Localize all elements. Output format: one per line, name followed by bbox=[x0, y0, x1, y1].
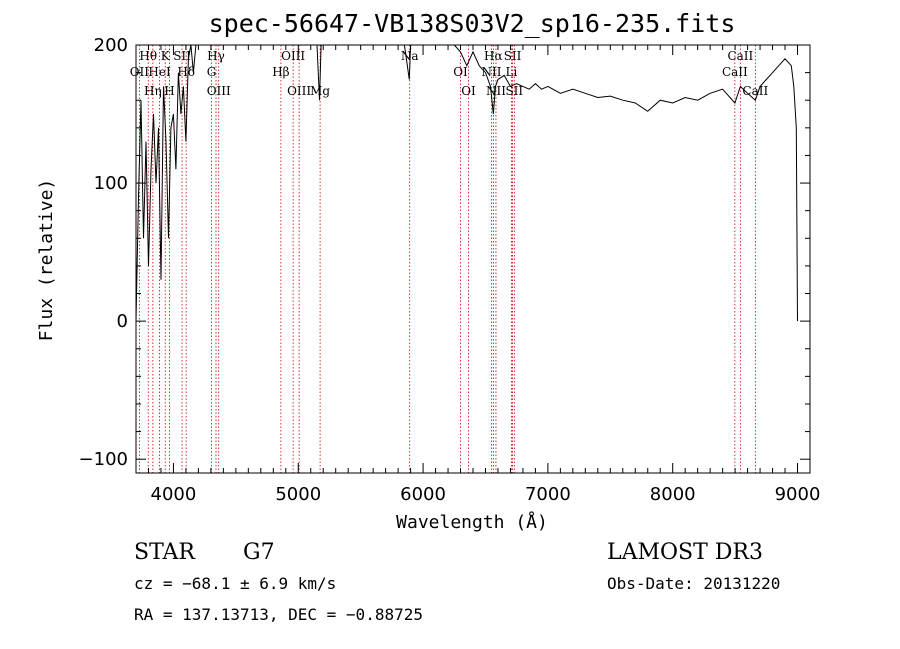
x-tick-label: 6000 bbox=[400, 484, 446, 505]
object-class: STAR bbox=[134, 540, 196, 565]
spectral-line-label: CaII bbox=[722, 65, 748, 79]
x-tick-label: 4000 bbox=[151, 484, 197, 505]
spectral-line-label: OIII bbox=[287, 84, 311, 98]
plot-frame bbox=[135, 44, 811, 474]
spectral-line-label: OII bbox=[130, 65, 150, 79]
spectral-line-label: Hη bbox=[144, 84, 162, 98]
axis-ticks bbox=[136, 44, 810, 473]
chart-title: spec-56647-VB138S03V2_sp16-235.fits bbox=[209, 9, 736, 38]
y-tick-label: 100 bbox=[94, 173, 128, 194]
survey-name: LAMOST DR3 bbox=[607, 540, 763, 565]
spectral-line-label: SII bbox=[173, 49, 191, 63]
spectral-line-label: HeI bbox=[148, 65, 171, 79]
x-tick-label: 7000 bbox=[525, 484, 571, 505]
spectral-line-label: Hβ bbox=[272, 65, 289, 79]
spectral-line-labels: HθOIIHηKHeIHSIIHδOIIIHγGOIIIOIIIHβMgNaOI… bbox=[130, 49, 769, 98]
spectral-line-label: OIII bbox=[281, 49, 305, 63]
spectral-line-label: Hθ bbox=[139, 49, 157, 63]
axis-tick-labels: 4000 5000 6000 7000 8000 9000 −100 0 100 200 bbox=[79, 35, 821, 505]
spectral-line-label: H bbox=[164, 84, 174, 98]
x-tick-label: 5000 bbox=[275, 484, 321, 505]
x-tick-label: 8000 bbox=[650, 484, 696, 505]
y-tick-label: 0 bbox=[117, 311, 128, 332]
x-axis-label: Wavelength (Å) bbox=[396, 511, 548, 533]
y-axis-label: Flux (relative) bbox=[36, 179, 57, 342]
spectral-line-label: CaII bbox=[742, 84, 768, 98]
spectral-line-markers bbox=[138, 45, 756, 473]
spectral-line-label: Hα bbox=[484, 49, 503, 63]
spectral-line-label: SII bbox=[505, 84, 523, 98]
spectral-line-label: OI bbox=[453, 65, 468, 79]
spectral-line-label: Li bbox=[506, 65, 518, 79]
spectral-line-label: Hγ bbox=[207, 49, 225, 63]
spectral-line-label: Hδ bbox=[177, 65, 195, 79]
spectral-line-label: OI bbox=[461, 84, 476, 98]
obs-date: Obs-Date: 20131220 bbox=[607, 574, 780, 593]
y-tick-label: −100 bbox=[79, 449, 128, 470]
redshift-readout: cz = −68.1 ± 6.9 km/s bbox=[134, 574, 336, 593]
spectral-line-label: G bbox=[207, 65, 217, 79]
y-tick-label: 200 bbox=[94, 35, 128, 56]
coordinates: RA = 137.13713, DEC = −0.88725 bbox=[134, 605, 423, 624]
spectral-subclass: G7 bbox=[243, 540, 275, 565]
spectral-line-label: OIII bbox=[207, 84, 231, 98]
spectral-line-label: CaII bbox=[727, 49, 753, 63]
x-tick-label: 9000 bbox=[775, 484, 821, 505]
spectral-line-label: K bbox=[161, 49, 171, 63]
spectral-line-label: SII bbox=[504, 49, 522, 63]
